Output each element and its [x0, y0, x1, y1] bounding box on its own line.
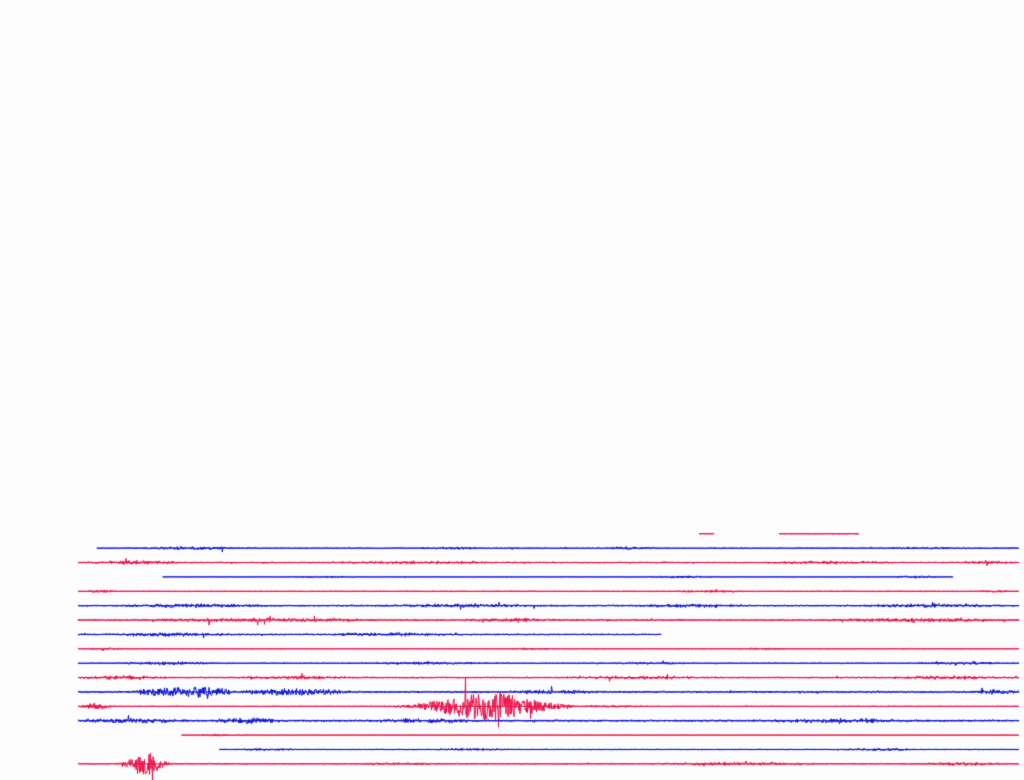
time-tick-label: 23:30 — [38, 757, 70, 769]
time-tick-label: 02:00 — [38, 139, 70, 151]
time-tick-label: 01:30 — [38, 125, 70, 137]
time-tick-label: 02:30 — [38, 153, 70, 165]
time-tick-label: 14:00 — [38, 484, 70, 496]
time-tick-label: 05:00 — [38, 225, 70, 237]
time-tick-label: 15:30 — [38, 527, 70, 539]
time-tick-label: 16:00 — [38, 542, 70, 554]
time-tick-label: 01:00 — [38, 110, 70, 122]
applied-filter-label: Applied filter: WWSSN-SP — [8, 50, 223, 66]
time-tick-label: 14:30 — [38, 499, 70, 511]
time-tick-label: 09:30 — [38, 355, 70, 367]
time-tick-label: 17:00 — [38, 570, 70, 582]
time-tick-label: 12:30 — [38, 441, 70, 453]
time-tick-label: 07:30 — [38, 297, 70, 309]
time-tick-label: 08:00 — [38, 312, 70, 324]
time-tick-label: 12:00 — [38, 427, 70, 439]
station-title: HL Ios — [8, 20, 62, 36]
time-tick-label: 21:00 — [38, 685, 70, 697]
time-tick-label: 11:00 — [38, 398, 70, 410]
time-tick-label: 00:30 — [38, 96, 70, 108]
time-tick-label: 11:30 — [38, 412, 70, 424]
time-tick-label: 10:30 — [38, 383, 70, 395]
time-tick-label: 06:00 — [38, 254, 70, 266]
time-tick-label: 19:00 — [38, 628, 70, 640]
time-tick-label: 19:30 — [38, 642, 70, 654]
time-tick-label: 10:00 — [38, 369, 70, 381]
time-tick-label: 03:30 — [38, 182, 70, 194]
time-tick-label: 16:30 — [38, 556, 70, 568]
time-tick-label: 23:00 — [38, 743, 70, 755]
time-tick-label: 20:00 — [38, 657, 70, 669]
time-tick-label: 06:30 — [38, 268, 70, 280]
time-tick-label: 08:30 — [38, 326, 70, 338]
time-tick-label: 22:30 — [38, 729, 70, 741]
plot-date: 2012-08-27 — [926, 20, 1016, 36]
time-tick-label: 04:30 — [38, 211, 70, 223]
time-tick-label: 05:30 — [38, 240, 70, 252]
time-tick-label: 03:00 — [38, 168, 70, 180]
time-axis: 00:00 00:30 01:00 01:30 02:00 02:30 03:00 03:30… — [0, 80, 74, 780]
time-tick-label: 20:30 — [38, 671, 70, 683]
time-tick-label: 07:00 — [38, 283, 70, 295]
time-tick-label: 15:00 — [38, 513, 70, 525]
time-tick-label: 00:00 — [38, 82, 70, 93]
time-tick-label: 13:00 — [38, 455, 70, 467]
time-tick-label: 22:00 — [38, 714, 70, 726]
time-tick-label: 13:30 — [38, 470, 70, 482]
time-tick-label: 17:30 — [38, 585, 70, 597]
time-tick-label: 18:00 — [38, 599, 70, 611]
time-tick-label: 18:30 — [38, 614, 70, 626]
time-tick-label: 04:00 — [38, 197, 70, 209]
time-tick-label: 09:00 — [38, 340, 70, 352]
time-tick-label: 21:30 — [38, 700, 70, 712]
